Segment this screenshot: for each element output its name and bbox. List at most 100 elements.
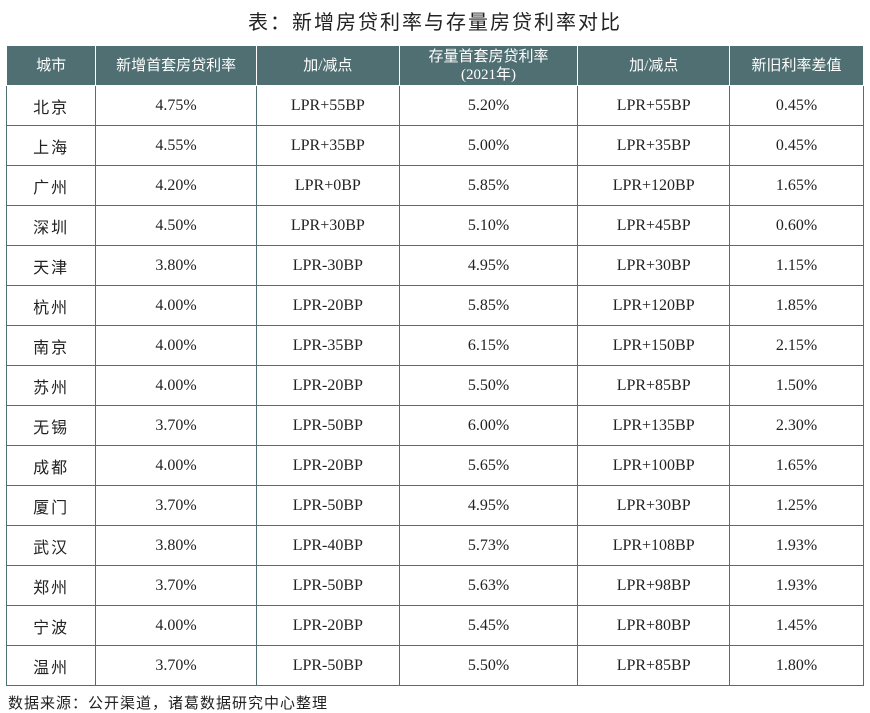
cell-value: LPR-50BP [256, 486, 399, 526]
cell-value: LPR+45BP [578, 206, 730, 246]
cell-value: LPR-50BP [256, 646, 399, 686]
cell-value: 3.70% [96, 406, 257, 446]
cell-city: 苏州 [7, 366, 96, 406]
table-row: 广州4.20%LPR+0BP5.85%LPR+120BP1.65% [7, 166, 864, 206]
cell-city: 广州 [7, 166, 96, 206]
cell-value: 1.15% [730, 246, 864, 286]
cell-city: 无锡 [7, 406, 96, 446]
cell-city: 深圳 [7, 206, 96, 246]
cell-value: 1.45% [730, 606, 864, 646]
cell-value: LPR-20BP [256, 286, 399, 326]
cell-value: 4.95% [399, 246, 578, 286]
cell-value: 4.95% [399, 486, 578, 526]
cell-value: LPR+120BP [578, 286, 730, 326]
cell-value: 3.70% [96, 646, 257, 686]
cell-value: 4.75% [96, 86, 257, 126]
cell-value: LPR-20BP [256, 366, 399, 406]
cell-value: LPR-20BP [256, 606, 399, 646]
table-row: 成都4.00%LPR-20BP5.65%LPR+100BP1.65% [7, 446, 864, 486]
cell-city: 杭州 [7, 286, 96, 326]
cell-value: 5.45% [399, 606, 578, 646]
page-container: 表：新增房贷利率与存量房贷利率对比 城市 新增首套房贷利率 加/减点 存量首套房… [0, 0, 870, 713]
table-row: 郑州3.70%LPR-50BP5.63%LPR+98BP1.93% [7, 566, 864, 606]
cell-value: LPR+0BP [256, 166, 399, 206]
table-row: 上海4.55%LPR+35BP5.00%LPR+35BP0.45% [7, 126, 864, 166]
cell-city: 温州 [7, 646, 96, 686]
table-row: 苏州4.00%LPR-20BP5.50%LPR+85BP1.50% [7, 366, 864, 406]
data-source-note: 数据来源：公开渠道，诸葛数据研究中心整理 [6, 686, 864, 713]
cell-value: 4.00% [96, 366, 257, 406]
cell-value: 0.45% [730, 86, 864, 126]
col-header-city: 城市 [7, 46, 96, 86]
cell-value: LPR+150BP [578, 326, 730, 366]
cell-value: 5.85% [399, 166, 578, 206]
cell-value: 5.20% [399, 86, 578, 126]
cell-value: LPR+98BP [578, 566, 730, 606]
cell-value: LPR+85BP [578, 366, 730, 406]
cell-city: 天津 [7, 246, 96, 286]
col-header-diff: 新旧利率差值 [730, 46, 864, 86]
col-header-existing-rate: 存量首套房贷利率(2021年) [399, 46, 578, 86]
table-row: 北京4.75%LPR+55BP5.20%LPR+55BP0.45% [7, 86, 864, 126]
table-row: 温州3.70%LPR-50BP5.50%LPR+85BP1.80% [7, 646, 864, 686]
cell-value: LPR-50BP [256, 406, 399, 446]
cell-value: 5.85% [399, 286, 578, 326]
cell-value: LPR+85BP [578, 646, 730, 686]
cell-value: LPR+135BP [578, 406, 730, 446]
cell-value: LPR-50BP [256, 566, 399, 606]
cell-value: 6.15% [399, 326, 578, 366]
cell-value: 2.15% [730, 326, 864, 366]
cell-value: 5.50% [399, 366, 578, 406]
cell-value: 1.50% [730, 366, 864, 406]
cell-city: 厦门 [7, 486, 96, 526]
cell-value: LPR+120BP [578, 166, 730, 206]
cell-value: 0.45% [730, 126, 864, 166]
cell-value: LPR-30BP [256, 246, 399, 286]
table-row: 杭州4.00%LPR-20BP5.85%LPR+120BP1.85% [7, 286, 864, 326]
cell-value: 4.00% [96, 326, 257, 366]
table-row: 武汉3.80%LPR-40BP5.73%LPR+108BP1.93% [7, 526, 864, 566]
cell-value: LPR+35BP [578, 126, 730, 166]
cell-value: 3.80% [96, 526, 257, 566]
col-header-existing-spread: 加/减点 [578, 46, 730, 86]
table-row: 无锡3.70%LPR-50BP6.00%LPR+135BP2.30% [7, 406, 864, 446]
cell-value: 3.70% [96, 486, 257, 526]
table-row: 厦门3.70%LPR-50BP4.95%LPR+30BP1.25% [7, 486, 864, 526]
cell-value: LPR-35BP [256, 326, 399, 366]
table-row: 深圳4.50%LPR+30BP5.10%LPR+45BP0.60% [7, 206, 864, 246]
cell-value: 5.65% [399, 446, 578, 486]
cell-value: LPR-20BP [256, 446, 399, 486]
rate-comparison-table: 城市 新增首套房贷利率 加/减点 存量首套房贷利率(2021年) 加/减点 新旧… [6, 45, 864, 686]
cell-value: LPR-40BP [256, 526, 399, 566]
cell-value: 1.25% [730, 486, 864, 526]
cell-value: 1.93% [730, 566, 864, 606]
cell-city: 成都 [7, 446, 96, 486]
cell-city: 武汉 [7, 526, 96, 566]
cell-value: 4.00% [96, 286, 257, 326]
cell-city: 上海 [7, 126, 96, 166]
cell-value: 1.85% [730, 286, 864, 326]
cell-value: 0.60% [730, 206, 864, 246]
cell-value: LPR+100BP [578, 446, 730, 486]
cell-city: 北京 [7, 86, 96, 126]
cell-value: LPR+30BP [578, 486, 730, 526]
cell-city: 南京 [7, 326, 96, 366]
cell-value: 4.00% [96, 606, 257, 646]
cell-value: LPR+55BP [578, 86, 730, 126]
col-header-new-rate: 新增首套房贷利率 [96, 46, 257, 86]
cell-value: LPR+30BP [256, 206, 399, 246]
cell-value: 5.50% [399, 646, 578, 686]
table-header: 城市 新增首套房贷利率 加/减点 存量首套房贷利率(2021年) 加/减点 新旧… [7, 46, 864, 86]
cell-value: 5.00% [399, 126, 578, 166]
cell-value: LPR+80BP [578, 606, 730, 646]
cell-value: 5.10% [399, 206, 578, 246]
cell-value: 1.80% [730, 646, 864, 686]
cell-value: 4.20% [96, 166, 257, 206]
col-header-new-spread: 加/减点 [256, 46, 399, 86]
table-row: 南京4.00%LPR-35BP6.15%LPR+150BP2.15% [7, 326, 864, 366]
table-title: 表：新增房贷利率与存量房贷利率对比 [6, 4, 864, 45]
cell-value: LPR+30BP [578, 246, 730, 286]
cell-value: 4.00% [96, 446, 257, 486]
cell-value: 6.00% [399, 406, 578, 446]
table-row: 宁波4.00%LPR-20BP5.45%LPR+80BP1.45% [7, 606, 864, 646]
